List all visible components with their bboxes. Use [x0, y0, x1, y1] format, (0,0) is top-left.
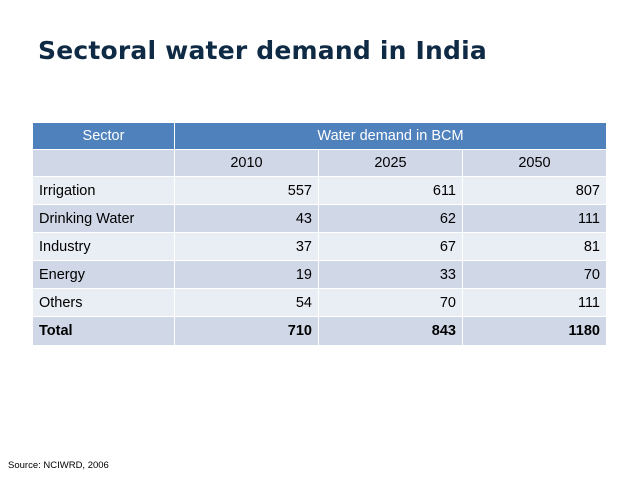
cell-2025: 611 — [318, 176, 463, 205]
table-row: Irrigation 557 611 807 — [32, 176, 607, 205]
cell-2010: 557 — [174, 176, 319, 205]
table-header-row: Sector Water demand in BCM — [32, 122, 607, 150]
row-label: Irrigation — [32, 176, 175, 205]
water-demand-table: Sector Water demand in BCM 2010 2025 205… — [32, 122, 607, 346]
cell-2010: 43 — [174, 204, 319, 233]
year-blank-cell — [32, 149, 175, 177]
cell-2010: 37 — [174, 232, 319, 261]
cell-2050: 807 — [462, 176, 607, 205]
source-note: Source: NCIWRD, 2006 — [8, 460, 109, 471]
cell-2025: 70 — [318, 288, 463, 317]
cell-2025: 67 — [318, 232, 463, 261]
cell-2025: 62 — [318, 204, 463, 233]
row-label: Drinking Water — [32, 204, 175, 233]
year-2050-header: 2050 — [462, 149, 607, 177]
header-water-demand: Water demand in BCM — [174, 122, 607, 150]
cell-2025: 33 — [318, 260, 463, 289]
cell-2050: 70 — [462, 260, 607, 289]
year-2025-header: 2025 — [318, 149, 463, 177]
cell-2050: 81 — [462, 232, 607, 261]
year-2010-header: 2010 — [174, 149, 319, 177]
table-year-row: 2010 2025 2050 — [32, 149, 607, 177]
row-label: Others — [32, 288, 175, 317]
table-total-row: Total 710 843 1180 — [32, 316, 607, 346]
total-2025: 843 — [318, 316, 463, 346]
row-label: Industry — [32, 232, 175, 261]
table-row: Others 54 70 111 — [32, 288, 607, 317]
slide-title: Sectoral water demand in India — [38, 36, 487, 65]
cell-2010: 19 — [174, 260, 319, 289]
total-2050: 1180 — [462, 316, 607, 346]
total-label: Total — [32, 316, 175, 346]
cell-2050: 111 — [462, 204, 607, 233]
cell-2050: 111 — [462, 288, 607, 317]
total-2010: 710 — [174, 316, 319, 346]
table-row: Energy 19 33 70 — [32, 260, 607, 289]
table-row: Drinking Water 43 62 111 — [32, 204, 607, 233]
table-row: Industry 37 67 81 — [32, 232, 607, 261]
cell-2010: 54 — [174, 288, 319, 317]
row-label: Energy — [32, 260, 175, 289]
header-sector: Sector — [32, 122, 175, 150]
